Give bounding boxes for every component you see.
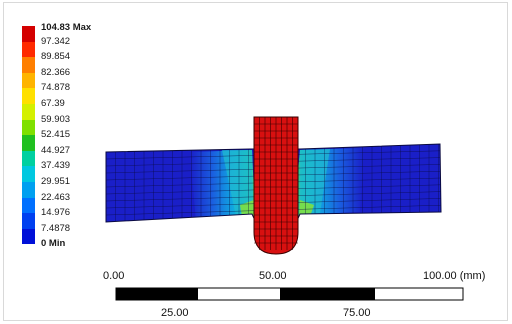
legend-band-5: [22, 104, 182, 120]
legend-label: 44.927: [41, 144, 71, 156]
legend-label: 89.854: [41, 51, 71, 63]
scale-label-25: 25.00: [161, 307, 189, 319]
indenter: [253, 116, 299, 255]
legend-label: 7.4878: [41, 222, 71, 234]
legend-label: 59.903: [41, 113, 71, 125]
legend-swatch: [22, 213, 35, 229]
legend-label: 97.342: [41, 35, 71, 47]
legend-band-2: [22, 57, 182, 73]
legend-label: 74.878: [41, 82, 71, 94]
legend-band-3: [22, 72, 182, 89]
legend-swatch: [22, 72, 35, 89]
legend-band-10: [22, 182, 182, 198]
scale-label-100: 100.00 (mm): [423, 270, 486, 282]
legend-label: 29.951: [41, 176, 71, 187]
legend-band-4: [22, 88, 182, 104]
scale-label-0: 0.00: [103, 270, 125, 282]
legend-swatch: [22, 88, 35, 104]
scale-segment-1: [116, 288, 198, 300]
indenter-mesh: [254, 117, 298, 250]
legend-band-13: [22, 228, 182, 245]
legend-band-6: [22, 119, 182, 136]
legend-swatch: [22, 41, 35, 58]
legend-swatch: [22, 197, 35, 214]
scale-label-75: 75.00: [343, 307, 371, 319]
legend-band-1: [22, 41, 182, 58]
legend-swatch: [22, 228, 35, 245]
legend-label: 67.39: [41, 98, 65, 109]
legend-band-9: [22, 166, 182, 182]
legend-label: 52.415: [41, 129, 71, 141]
legend-max-label: 104.83 Max: [41, 22, 92, 33]
legend-swatch: [22, 104, 35, 120]
scale-label-50: 50.00: [259, 270, 287, 282]
legend-label: 14.976: [41, 207, 71, 219]
legend-label: 22.463: [41, 191, 71, 203]
legend-swatch: [22, 119, 35, 136]
legend-swatch: [22, 150, 35, 167]
legend-band-8: [22, 150, 182, 167]
scale-segment-3: [280, 288, 375, 300]
legend-swatch: [22, 182, 35, 198]
legend-min-label: 0 Min: [41, 238, 66, 250]
legend-band-11: [22, 197, 182, 214]
legend-swatch: [22, 57, 35, 73]
legend-band-12: [22, 213, 182, 229]
legend-swatch: [22, 26, 35, 42]
legend-swatch: [22, 135, 35, 151]
legend-band-0: [22, 26, 182, 42]
legend-label: 37.439: [41, 160, 71, 172]
legend-band-7: [22, 135, 182, 151]
legend-label: 82.366: [41, 66, 71, 78]
legend-swatch: [22, 166, 35, 182]
